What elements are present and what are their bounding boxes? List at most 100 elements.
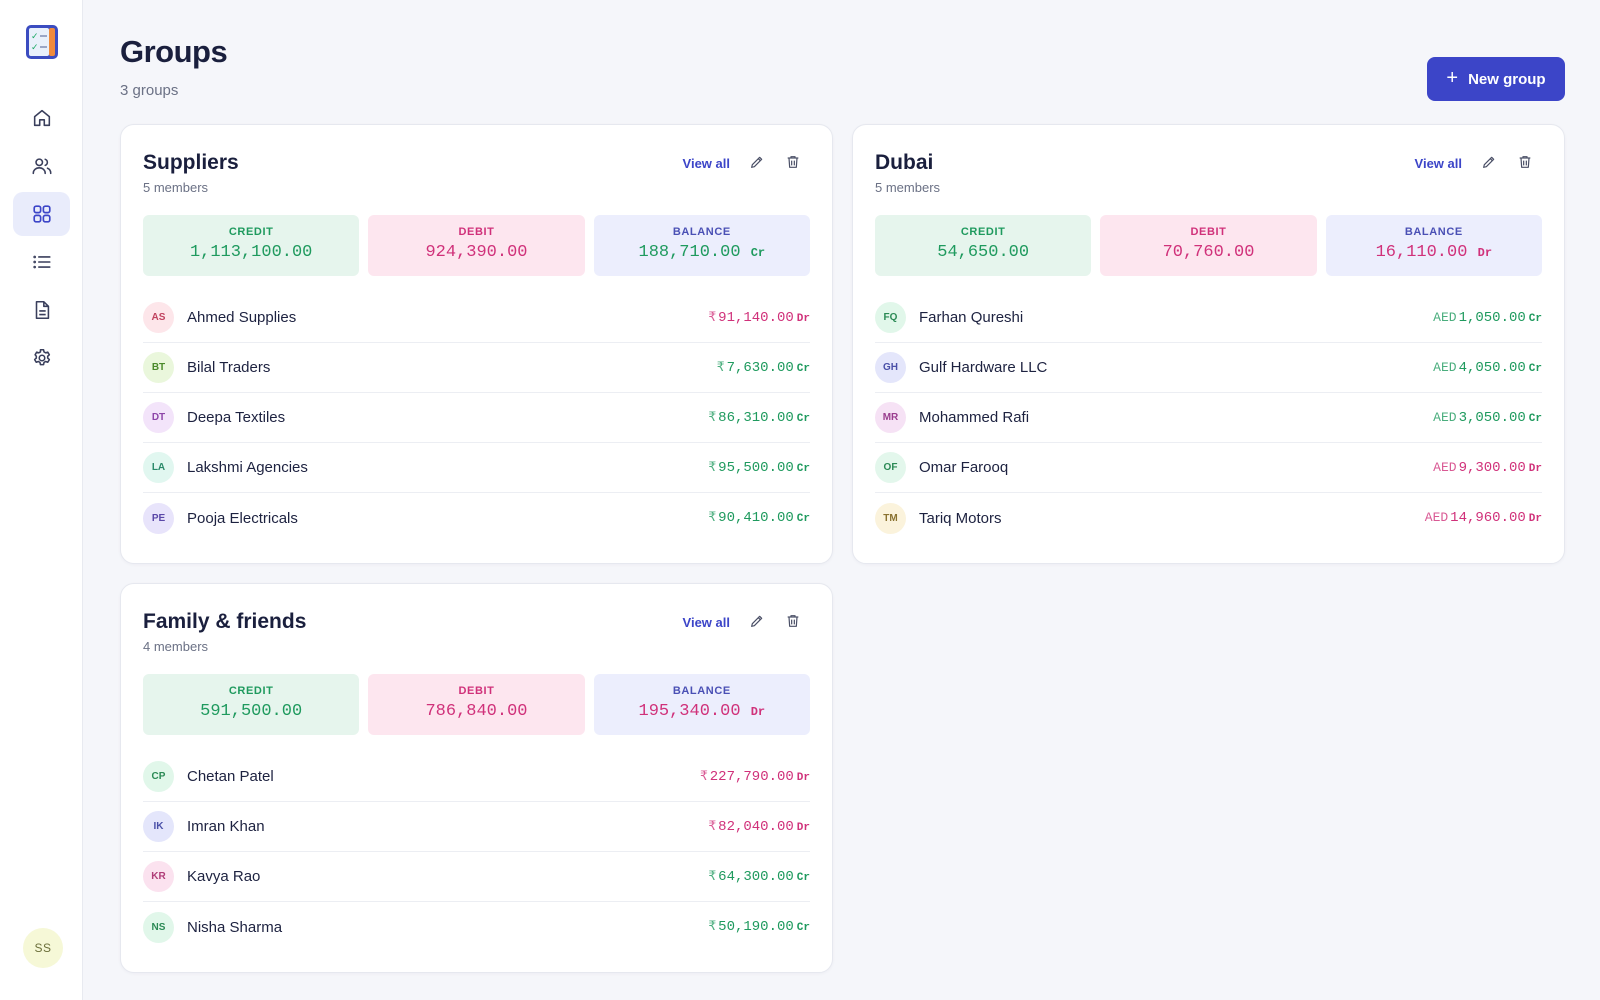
member-balance: AED 3,050.00 Cr (1433, 410, 1542, 426)
member-name: Omar Farooq (919, 459, 1009, 476)
member-avatar: CP (143, 761, 174, 792)
group-card: Suppliers 5 members View all CREDIT 1,113,10… (120, 124, 833, 564)
pencil-icon (749, 613, 765, 634)
balance-type: Dr (796, 821, 810, 834)
delete-group-button[interactable] (784, 155, 802, 173)
nav-groups[interactable] (13, 192, 70, 236)
member-amount: 82,040.00 (718, 818, 794, 835)
member-avatar: BT (143, 352, 174, 383)
member-avatar: GH (875, 352, 906, 383)
sidebar: ✓ ✓ SS (0, 0, 83, 1000)
debit-summary: DEBIT 924,390.00 (368, 215, 585, 276)
member-amount: 64,300.00 (718, 868, 794, 885)
balance-summary: BALANCE 16,110.00 Dr (1325, 215, 1542, 276)
member-balance: AED 9,300.00 Dr (1433, 460, 1542, 476)
member-avatar: PE (143, 502, 174, 534)
member-name: Imran Khan (187, 818, 265, 835)
member-row[interactable]: OF Omar Farooq AED 9,300.00 Dr (875, 443, 1542, 493)
delete-group-button[interactable] (1516, 155, 1534, 173)
nav-settings[interactable] (13, 336, 70, 380)
view-all-link[interactable]: View all (1414, 156, 1462, 171)
member-balance: ₹50,190.00 Cr (708, 919, 810, 935)
member-row[interactable]: DT Deepa Textiles ₹86,310.00 Cr (143, 393, 810, 443)
member-name: Kavya Rao (187, 868, 261, 885)
member-row[interactable]: GH Gulf Hardware LLC AED 4,050.00 Cr (875, 343, 1542, 393)
member-row[interactable]: IK Imran Khan ₹82,040.00 Dr (143, 802, 810, 852)
member-row[interactable]: KR Kavya Rao ₹64,300.00 Cr (143, 852, 810, 902)
member-row[interactable]: LA Lakshmi Agencies ₹95,500.00 Cr (143, 443, 810, 493)
new-group-button[interactable]: + New group (1427, 57, 1565, 101)
member-row[interactable]: TM Tariq Motors AED 14,960.00 Dr (875, 493, 1542, 543)
member-avatar: AS (143, 302, 174, 333)
member-balance: AED 4,050.00 Cr (1433, 360, 1542, 376)
edit-group-button[interactable] (748, 155, 766, 173)
credit-amount: 591,500.00 (200, 702, 303, 721)
currency-symbol: ₹ (716, 359, 725, 375)
balance-type: Cr (796, 462, 810, 475)
debit-value: 924,390.00 (368, 243, 584, 262)
delete-group-button[interactable] (784, 614, 802, 632)
nav-contacts[interactable] (13, 144, 70, 188)
member-avatar: OF (875, 452, 906, 483)
group-title: Family & friends (143, 610, 307, 633)
nav-transactions[interactable] (13, 240, 70, 284)
balance-type: Cr (796, 871, 810, 884)
view-all-link[interactable]: View all (682, 156, 730, 171)
balance-suffix: Dr (750, 705, 766, 719)
member-amount: 50,190.00 (718, 919, 794, 935)
member-avatar: MR (875, 402, 906, 433)
balance-type: Cr (796, 922, 810, 934)
trash-icon (1517, 154, 1533, 175)
debit-label: DEBIT (1190, 226, 1227, 238)
credit-summary: CREDIT 54,650.00 (875, 215, 1092, 276)
balance-type: Cr (1528, 312, 1542, 325)
currency-symbol: ₹ (708, 919, 717, 934)
balance-suffix: Cr (750, 246, 766, 260)
member-row[interactable]: AS Ahmed Supplies ₹91,140.00 Dr (143, 293, 810, 343)
nav-reports[interactable] (13, 288, 70, 332)
member-amount: 14,960.00 (1450, 510, 1526, 526)
credit-value: 54,650.00 (875, 243, 1091, 262)
member-name: Lakshmi Agencies (187, 459, 308, 476)
gear-icon (33, 348, 50, 366)
new-group-label: New group (1468, 70, 1546, 88)
edit-group-button[interactable] (1480, 155, 1498, 173)
balance-label: BALANCE (672, 685, 731, 697)
member-row[interactable]: PE Pooja Electricals ₹90,410.00 Cr (143, 493, 810, 543)
group-title: Suppliers (143, 151, 239, 174)
balance-suffix: Dr (1477, 246, 1493, 260)
balance-summary: BALANCE 188,710.00 Cr (593, 215, 810, 276)
member-name: Farhan Qureshi (919, 309, 1024, 326)
credit-summary: CREDIT 1,113,100.00 (143, 215, 360, 276)
balance-label: BALANCE (672, 226, 731, 238)
app-logo-icon[interactable]: ✓ ✓ (26, 25, 58, 59)
member-row[interactable]: CP Chetan Patel ₹227,790.00 Dr (143, 752, 810, 802)
group-card: Dubai 5 members View all CREDIT 54,650.00 DEB… (852, 124, 1565, 564)
balance-amount: 16,110.00 (1375, 243, 1468, 262)
nav-home[interactable] (13, 96, 70, 140)
credit-label: CREDIT (228, 685, 274, 697)
member-amount: 91,140.00 (718, 309, 794, 326)
plus-icon: + (1446, 67, 1459, 89)
member-row[interactable]: BT Bilal Traders ₹7,630.00 Cr (143, 343, 810, 393)
member-balance: ₹82,040.00 Dr (708, 819, 810, 835)
member-name: Tariq Motors (919, 509, 1002, 527)
edit-group-button[interactable] (748, 614, 766, 632)
user-avatar[interactable]: SS (23, 928, 63, 968)
pencil-icon (749, 154, 765, 175)
users-icon (32, 158, 51, 175)
balance-amount: 188,710.00 (638, 243, 741, 262)
group-member-count: 5 members (875, 180, 941, 195)
member-row[interactable]: FQ Farhan Qureshi AED 1,050.00 Cr (875, 293, 1542, 343)
member-row[interactable]: NS Nisha Sharma ₹50,190.00 Cr (143, 902, 810, 952)
currency-symbol: ₹ (708, 459, 717, 475)
group-summary: CREDIT 1,113,100.00 DEBIT 924,390.00 BALANCE… (143, 215, 810, 276)
member-name: Mohammed Rafi (919, 409, 1030, 426)
group-member-count: 4 members (143, 639, 209, 654)
debit-label: DEBIT (458, 685, 495, 697)
view-all-link[interactable]: View all (682, 615, 730, 630)
member-row[interactable]: MR Mohammed Rafi AED 3,050.00 Cr (875, 393, 1542, 443)
currency-symbol: ₹ (708, 409, 717, 425)
member-name: Chetan Patel (187, 768, 274, 785)
member-avatar: FQ (875, 302, 906, 333)
